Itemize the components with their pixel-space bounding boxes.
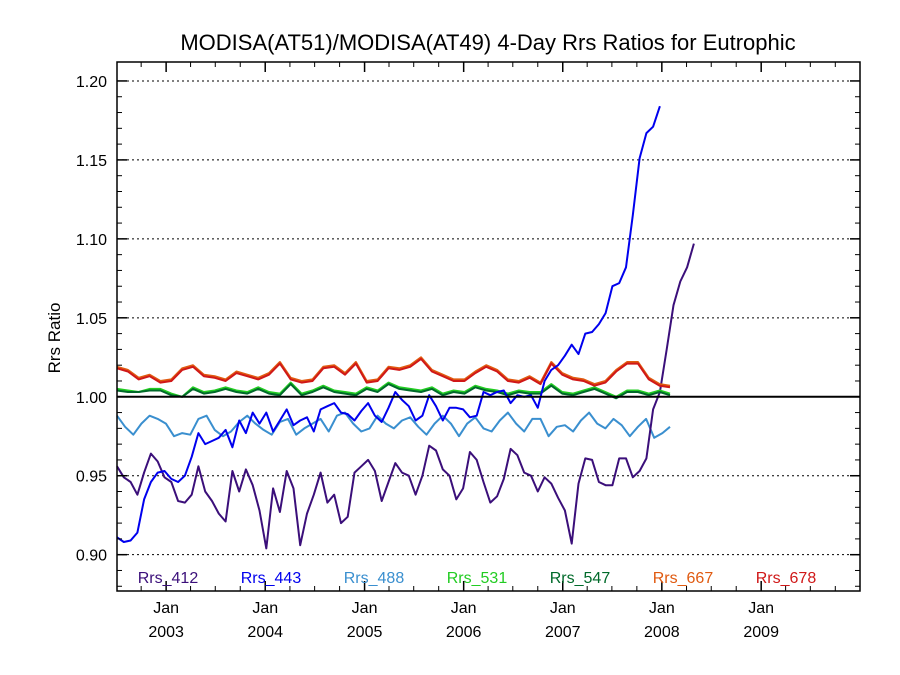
x-tick-label-year: 2007 (545, 624, 581, 641)
plot-frame (116, 61, 861, 592)
legend-entry-rrs-547: Rrs_547 (550, 570, 611, 587)
x-tick-label-month: Jan (352, 600, 378, 617)
legend-entry-rrs-678: Rrs_678 (756, 570, 817, 587)
grid (117, 80, 860, 556)
y-tick-label: 1.15 (76, 153, 107, 170)
series-line-rrs-443 (116, 105, 661, 543)
series-line-rrs-412 (116, 243, 695, 550)
series-lines (116, 105, 695, 550)
x-tick-label-year: 2004 (247, 624, 283, 641)
legend-entry-rrs-531: Rrs_531 (447, 570, 508, 587)
legend-entry-rrs-412: Rrs_412 (138, 570, 199, 587)
series-line-rrs-547 (116, 383, 671, 400)
x-tick-label-month: Jan (451, 600, 477, 617)
x-tick-label-year: 2009 (743, 624, 779, 641)
legend-entry-rrs-667: Rrs_667 (653, 570, 714, 587)
y-tick-label: 1.05 (76, 311, 107, 328)
y-axis-ticks: 0.90 0.95 1.00 1.05 1.10 1.15 1.20 (76, 74, 860, 587)
y-tick-label: 0.90 (76, 548, 107, 565)
x-axis-ticks: Jan 2003 Jan 2004 Jan 2005 Jan 2006 Jan 2007 Jan 20… (140, 62, 836, 641)
y-tick-label: 0.95 (76, 469, 107, 486)
series-line-rrs-678 (116, 357, 671, 389)
legend: Rrs_412 Rrs_443 Rrs_488 Rrs_531 Rrs_547 Rrs_6… (138, 570, 817, 587)
x-tick-label-month: Jan (153, 600, 179, 617)
x-tick-label-month: Jan (252, 600, 278, 617)
y-tick-label: 1.00 (76, 390, 107, 407)
legend-entry-rrs-443: Rrs_443 (241, 570, 302, 587)
y-axis-label: Rrs Ratio (45, 303, 64, 374)
y-tick-label: 1.10 (76, 232, 107, 249)
y-tick-label: 1.20 (76, 74, 107, 91)
chart-title: MODISA(AT51)/MODISA(AT49) 4-Day Rrs Rati… (180, 30, 795, 55)
x-tick-label-month: Jan (748, 600, 774, 617)
series-line-rrs-667 (116, 356, 671, 387)
legend-entry-rrs-488: Rrs_488 (344, 570, 405, 587)
x-tick-label-year: 2008 (644, 624, 680, 641)
x-tick-label-year: 2005 (347, 624, 383, 641)
series-line-rrs-531 (116, 381, 671, 398)
x-tick-label-month: Jan (550, 600, 576, 617)
x-tick-label-year: 2006 (446, 624, 482, 641)
x-tick-label-year: 2003 (148, 624, 184, 641)
series-line-rrs-488 (116, 411, 671, 439)
x-tick-label-month: Jan (649, 600, 675, 617)
